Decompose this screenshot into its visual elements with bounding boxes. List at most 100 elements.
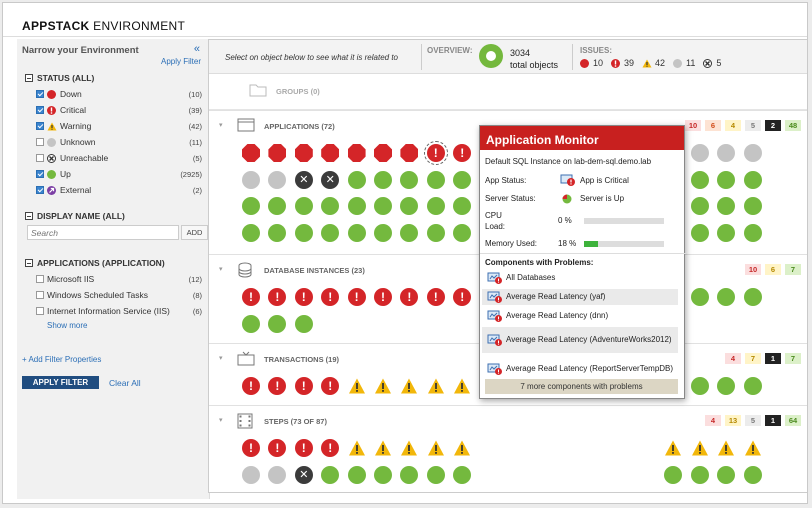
status-critical-node[interactable]: ! (347, 288, 366, 306)
status-warning-node[interactable] (374, 439, 392, 457)
status-up-node[interactable] (400, 223, 419, 242)
checkbox[interactable] (36, 106, 44, 114)
show-more-link[interactable]: Show more (47, 321, 88, 330)
add-filter-properties-link[interactable]: + Add Filter Properties (22, 355, 102, 364)
status-up-node[interactable] (717, 288, 736, 306)
status-up-node[interactable] (717, 170, 736, 189)
status-up-node[interactable] (453, 197, 472, 215)
collapse-minus-icon[interactable] (25, 212, 33, 220)
status-unknown-node[interactable] (242, 465, 260, 484)
status-up-node[interactable] (374, 197, 392, 215)
status-up-node[interactable] (347, 170, 366, 189)
status-up-node[interactable] (242, 223, 260, 242)
checkbox[interactable] (36, 291, 44, 299)
status-filter-unreachable[interactable]: Unreachable (5) (36, 151, 202, 165)
status-warning-node[interactable] (453, 377, 471, 395)
status-unknown-node[interactable] (743, 144, 762, 162)
status-warning-node[interactable] (744, 439, 762, 457)
status-warning-node[interactable] (427, 439, 445, 457)
status-up-node[interactable] (426, 223, 445, 242)
status-up-node[interactable] (347, 465, 366, 484)
chevron-down-icon[interactable]: ▾ (219, 417, 223, 424)
more-components-bar[interactable]: 7 more components with problems (485, 379, 678, 394)
status-up-node[interactable] (453, 170, 472, 189)
status-up-node[interactable] (690, 465, 709, 484)
checkbox[interactable] (36, 307, 44, 315)
status-up-node[interactable] (426, 465, 445, 484)
application-filter-item[interactable]: Microsoft IIS (12) (36, 272, 202, 286)
collapse-minus-icon[interactable] (25, 259, 33, 267)
status-critical-node[interactable]: ! (423, 141, 448, 165)
status-up-node[interactable] (717, 465, 736, 484)
status-up-node[interactable] (374, 465, 392, 484)
status-up-node[interactable] (400, 197, 419, 215)
status-unknown-node[interactable] (690, 144, 709, 162)
status-critical-node[interactable]: ! (400, 288, 419, 306)
status-up-node[interactable] (321, 223, 340, 242)
count-badge[interactable]: 4 (725, 120, 741, 131)
checkbox[interactable] (36, 138, 44, 146)
status-down-node[interactable] (294, 144, 313, 162)
checkbox[interactable] (36, 154, 44, 162)
status-up-node[interactable] (453, 465, 472, 484)
display-name-section-header[interactable]: DISPLAY NAME (ALL) (25, 211, 125, 221)
checkbox[interactable] (36, 170, 44, 178)
status-up-node[interactable] (268, 197, 287, 215)
status-down-node[interactable] (374, 144, 392, 162)
status-unknown-node[interactable] (242, 170, 260, 189)
status-warning-node[interactable] (427, 377, 445, 395)
status-warning-node[interactable] (691, 439, 709, 457)
status-up-node[interactable] (321, 465, 340, 484)
status-up-node[interactable] (743, 223, 762, 242)
status-up-node[interactable] (400, 465, 419, 484)
checkbox[interactable] (36, 186, 44, 194)
status-up-node[interactable] (347, 197, 366, 215)
count-badge[interactable]: 5 (745, 415, 761, 426)
status-filter-critical[interactable]: Critical (39) (36, 103, 202, 117)
status-critical-node[interactable]: ! (242, 288, 260, 306)
apply-filter-link[interactable]: Apply Filter (160, 57, 201, 66)
status-unknown-node[interactable] (268, 170, 287, 189)
problem-component-item[interactable]: Average Read Latency (AdventureWorks2012… (482, 327, 678, 353)
collapse-sidebar-icon[interactable]: « (193, 43, 200, 55)
application-filter-item[interactable]: Internet Information Service (IIS) (6) (36, 304, 202, 318)
count-badge[interactable]: 64 (785, 415, 801, 426)
status-up-node[interactable] (717, 197, 736, 215)
status-critical-node[interactable]: ! (374, 288, 392, 306)
status-up-node[interactable] (717, 223, 736, 242)
status-up-node[interactable] (294, 223, 313, 242)
count-badge[interactable]: 7 (745, 353, 761, 364)
status-filter-down[interactable]: Down (10) (36, 87, 202, 101)
status-critical-node[interactable]: ! (294, 439, 313, 457)
status-up-node[interactable] (743, 377, 762, 395)
count-badge[interactable]: 1 (765, 353, 781, 364)
chevron-down-icon[interactable]: ▾ (219, 266, 223, 273)
status-down-node[interactable] (400, 144, 419, 162)
count-badge[interactable]: 13 (725, 415, 741, 426)
collapse-minus-icon[interactable] (25, 74, 33, 82)
status-critical-node[interactable]: ! (453, 288, 472, 306)
chevron-down-icon[interactable]: ▾ (219, 122, 223, 129)
status-down-node[interactable] (268, 144, 287, 162)
status-filter-unknown[interactable]: Unknown (11) (36, 135, 202, 149)
status-warning-node[interactable] (374, 377, 392, 395)
status-unreachable-node[interactable]: ✕ (294, 465, 313, 484)
status-up-node[interactable] (242, 197, 260, 215)
status-up-node[interactable] (294, 197, 313, 215)
count-badge[interactable]: 7 (785, 264, 801, 275)
status-up-node[interactable] (453, 223, 472, 242)
status-critical-node[interactable]: ! (294, 288, 313, 306)
status-up-node[interactable] (268, 223, 287, 242)
status-critical-node[interactable]: ! (321, 288, 340, 306)
apply-filter-button[interactable]: APPLY FILTER (22, 376, 99, 389)
status-down-node[interactable] (321, 144, 340, 162)
status-critical-node[interactable]: ! (426, 288, 445, 306)
status-up-node[interactable] (242, 314, 260, 333)
count-badge[interactable]: 6 (705, 120, 721, 131)
status-up-node[interactable] (690, 197, 709, 215)
status-up-node[interactable] (690, 170, 709, 189)
status-up-node[interactable] (347, 223, 366, 242)
count-badge[interactable]: 10 (745, 264, 761, 275)
count-badge[interactable]: 5 (745, 120, 761, 131)
status-warning-node[interactable] (348, 377, 366, 395)
